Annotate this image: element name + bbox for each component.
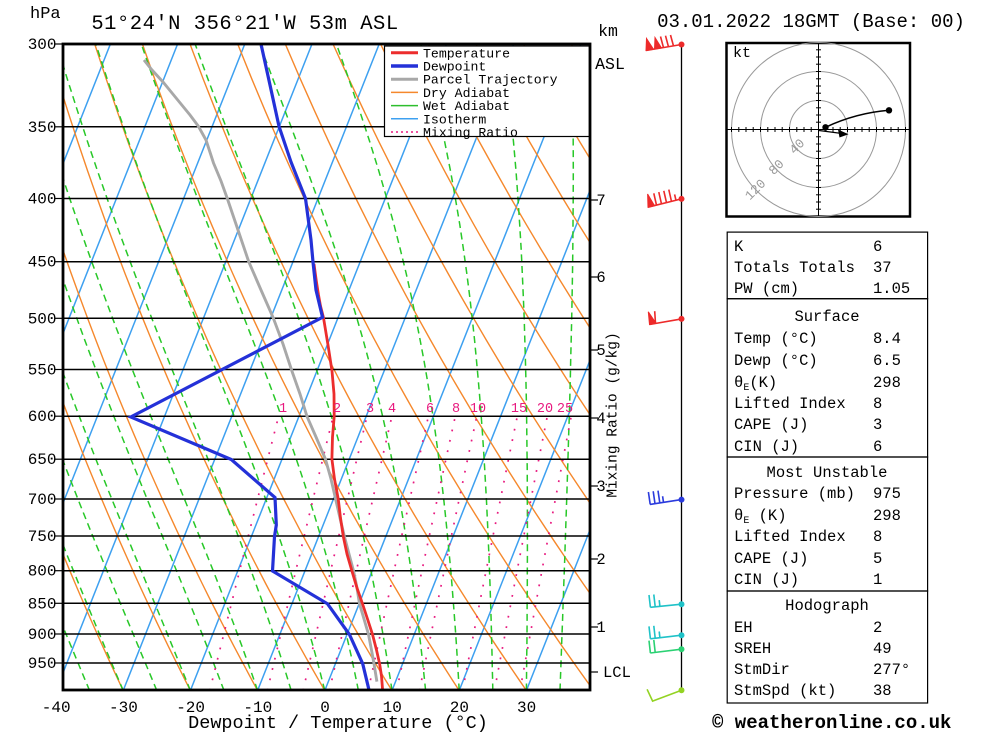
svg-text:3: 3 [366, 402, 374, 417]
svg-text:1: 1 [596, 619, 605, 637]
svg-text:3: 3 [873, 416, 882, 434]
svg-text:8.4: 8.4 [873, 330, 901, 348]
svg-text:51°24'N 356°21'W 53m ASL: 51°24'N 356°21'W 53m ASL [91, 13, 398, 36]
svg-text:8: 8 [873, 395, 882, 413]
svg-text:kt: kt [733, 45, 751, 62]
svg-text:Dewpoint: Dewpoint [423, 60, 486, 75]
svg-text:Surface: Surface [794, 308, 859, 326]
svg-text:Temperature: Temperature [423, 46, 510, 61]
svg-text:550: 550 [28, 362, 57, 380]
svg-text:4: 4 [596, 410, 605, 428]
svg-text:15: 15 [511, 402, 527, 417]
svg-text:20: 20 [537, 402, 553, 417]
svg-text:500: 500 [28, 310, 57, 328]
svg-text:-40: -40 [42, 699, 71, 717]
svg-text:975: 975 [873, 485, 901, 503]
svg-text:298: 298 [873, 374, 901, 392]
svg-text:03.01.2022 18GMT (Base: 00): 03.01.2022 18GMT (Base: 00) [657, 11, 965, 33]
svg-text:6.5: 6.5 [873, 352, 901, 370]
svg-text:1: 1 [279, 402, 287, 417]
svg-text:Dewp (°C): Dewp (°C) [734, 352, 818, 370]
svg-text:1: 1 [873, 571, 882, 589]
svg-text:hPa: hPa [30, 5, 61, 24]
svg-text:-30: -30 [109, 699, 138, 717]
svg-text:ASL: ASL [595, 55, 625, 74]
svg-text:CIN (J): CIN (J) [734, 571, 799, 589]
svg-text:© weatheronline.co.uk: © weatheronline.co.uk [712, 712, 951, 733]
svg-text:0: 0 [320, 699, 330, 717]
svg-text:850: 850 [28, 595, 57, 613]
svg-text:650: 650 [28, 451, 57, 469]
svg-text:277°: 277° [873, 661, 910, 679]
svg-text:Parcel Trajectory: Parcel Trajectory [423, 73, 558, 88]
svg-text:Mixing Ratio: Mixing Ratio [423, 126, 518, 141]
svg-text:800: 800 [28, 563, 57, 581]
svg-text:LCL: LCL [603, 664, 631, 682]
svg-text:K: K [734, 238, 744, 256]
svg-text:EH: EH [734, 619, 753, 637]
svg-text:37: 37 [873, 259, 892, 277]
svg-text:350: 350 [28, 119, 57, 137]
svg-text:km: km [598, 22, 618, 41]
svg-text:38: 38 [873, 682, 892, 700]
svg-text:6: 6 [426, 402, 434, 417]
svg-text:49: 49 [873, 640, 892, 658]
svg-text:2: 2 [596, 551, 605, 569]
svg-text:400: 400 [28, 191, 57, 209]
svg-text:Hodograph: Hodograph [785, 597, 869, 615]
svg-text:4: 4 [388, 402, 396, 417]
svg-text:CAPE (J): CAPE (J) [734, 550, 808, 568]
svg-text:-20: -20 [176, 699, 205, 717]
svg-text:Mixing Ratio (g/kg): Mixing Ratio (g/kg) [606, 332, 622, 497]
svg-text:750: 750 [28, 528, 57, 546]
svg-text:Totals Totals: Totals Totals [734, 259, 855, 277]
svg-text:8: 8 [452, 402, 460, 417]
svg-text:300: 300 [28, 36, 57, 54]
svg-text:CAPE (J): CAPE (J) [734, 416, 808, 434]
svg-text:SREH: SREH [734, 640, 771, 658]
svg-text:StmDir: StmDir [734, 661, 790, 679]
svg-text:6: 6 [596, 269, 605, 287]
svg-text:Pressure (mb): Pressure (mb) [734, 485, 855, 503]
svg-text:950: 950 [28, 655, 57, 673]
svg-text:θE(K): θE(K) [734, 374, 777, 394]
svg-text:700: 700 [28, 491, 57, 509]
svg-text:450: 450 [28, 254, 57, 272]
svg-text:Most Unstable: Most Unstable [767, 464, 888, 482]
svg-text:CIN (J): CIN (J) [734, 438, 799, 456]
svg-text:10: 10 [383, 699, 402, 717]
svg-text:20: 20 [450, 699, 469, 717]
svg-text:Wet Adiabat: Wet Adiabat [423, 99, 510, 114]
svg-text:1.05: 1.05 [873, 280, 910, 298]
svg-text:2: 2 [873, 619, 882, 637]
svg-text:Lifted Index: Lifted Index [734, 395, 846, 413]
svg-text:298: 298 [873, 507, 901, 525]
svg-text:StmSpd (kt): StmSpd (kt) [734, 682, 836, 700]
svg-text:8: 8 [873, 528, 882, 546]
svg-text:-10: -10 [243, 699, 272, 717]
svg-text:600: 600 [28, 408, 57, 426]
svg-text:3: 3 [596, 478, 605, 496]
svg-text:2: 2 [333, 402, 341, 417]
svg-text:5: 5 [873, 550, 882, 568]
svg-text:900: 900 [28, 626, 57, 644]
svg-text:Temp (°C): Temp (°C) [734, 330, 818, 348]
svg-text:Dewpoint / Temperature (°C): Dewpoint / Temperature (°C) [188, 713, 488, 733]
svg-text:Isotherm: Isotherm [423, 112, 486, 127]
svg-text:Lifted Index: Lifted Index [734, 528, 846, 546]
svg-text:25: 25 [557, 402, 573, 417]
svg-text:Dry Adiabat: Dry Adiabat [423, 86, 510, 101]
svg-text:5: 5 [596, 342, 605, 360]
svg-text:10: 10 [470, 402, 486, 417]
svg-text:PW (cm): PW (cm) [734, 280, 799, 298]
svg-text:θE (K): θE (K) [734, 507, 787, 527]
svg-text:7: 7 [596, 192, 605, 210]
svg-text:30: 30 [517, 699, 536, 717]
svg-text:6: 6 [873, 438, 882, 456]
svg-text:6: 6 [873, 238, 882, 256]
